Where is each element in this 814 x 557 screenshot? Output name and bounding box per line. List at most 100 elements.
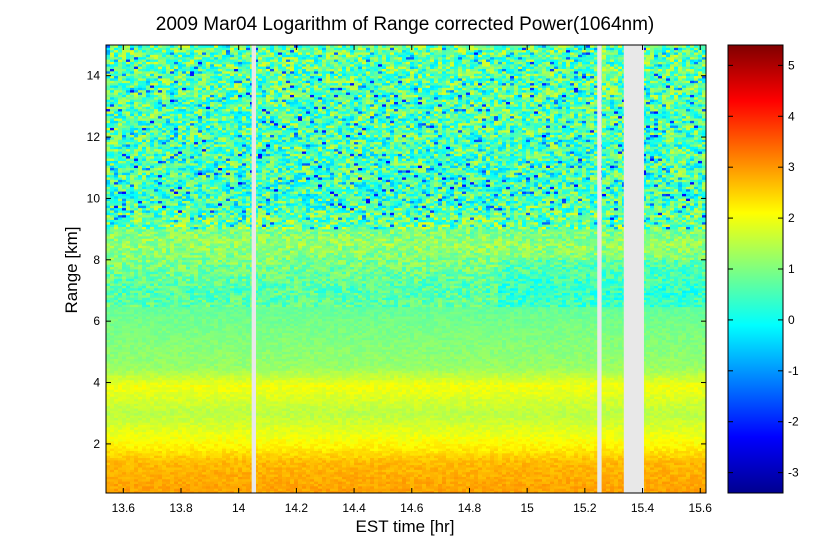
heatmap-cell	[234, 453, 238, 456]
heatmap-cell	[182, 474, 186, 477]
heatmap-cell	[314, 472, 318, 475]
heatmap-cell	[354, 455, 358, 458]
heatmap-cell	[278, 443, 282, 446]
heatmap-cell	[534, 451, 538, 454]
heatmap-cell	[358, 418, 362, 421]
heatmap-cell	[658, 467, 662, 470]
heatmap-cell	[266, 458, 270, 461]
heatmap-cell	[290, 425, 294, 428]
heatmap-cell	[330, 460, 334, 463]
heatmap-cell	[494, 486, 498, 489]
heatmap-cell	[338, 436, 342, 439]
heatmap-cell	[226, 434, 230, 437]
heatmap-cell	[166, 462, 170, 465]
heatmap-cell	[202, 439, 206, 442]
heatmap-cell	[666, 458, 670, 461]
heatmap-cell	[198, 476, 202, 479]
heatmap-cell	[238, 418, 242, 421]
heatmap-cell	[490, 434, 494, 437]
heatmap-cell	[498, 415, 502, 418]
heatmap-cell	[470, 415, 474, 418]
heatmap-cell	[422, 415, 426, 418]
heatmap-cell	[462, 455, 466, 458]
heatmap-cell	[558, 418, 562, 421]
heatmap-cell	[550, 469, 554, 472]
heatmap-cell	[530, 446, 534, 449]
heatmap-cell	[134, 460, 138, 463]
heatmap-cell	[546, 476, 550, 479]
heatmap-cell	[214, 434, 218, 437]
heatmap-cell	[130, 441, 134, 444]
heatmap-cell	[482, 415, 486, 418]
heatmap-cell	[370, 458, 374, 461]
heatmap-cell	[534, 432, 538, 435]
heatmap-cell	[230, 429, 234, 432]
heatmap-cell	[146, 413, 150, 416]
heatmap-cell	[486, 441, 490, 444]
heatmap-cell	[418, 422, 422, 425]
heatmap-cell	[174, 453, 178, 456]
heatmap-cell	[382, 441, 386, 444]
heatmap-cell	[174, 425, 178, 428]
heatmap-cell	[246, 446, 250, 449]
heatmap-cell	[366, 451, 370, 454]
heatmap-cell	[442, 418, 446, 421]
heatmap-cell	[338, 439, 342, 442]
heatmap-cell	[126, 460, 130, 463]
heatmap-cell	[562, 434, 566, 437]
heatmap-cell	[314, 460, 318, 463]
heatmap-cell	[342, 434, 346, 437]
heatmap-cell	[430, 458, 434, 461]
heatmap-cell	[570, 439, 574, 442]
heatmap-cell	[110, 427, 114, 430]
heatmap-cell	[198, 460, 202, 463]
heatmap-cell	[290, 448, 294, 451]
heatmap-cell	[162, 469, 166, 472]
heatmap-cell	[202, 486, 206, 489]
heatmap-cell	[370, 479, 374, 482]
heatmap-cell	[350, 455, 354, 458]
heatmap-cell	[354, 420, 358, 423]
heatmap-cell	[470, 448, 474, 451]
heatmap-cell	[214, 486, 218, 489]
heatmap-cell	[394, 443, 398, 446]
heatmap-cell	[398, 453, 402, 456]
heatmap-cell	[350, 432, 354, 435]
heatmap-cell	[258, 465, 262, 468]
heatmap-cell	[418, 427, 422, 430]
heatmap-cell	[682, 415, 686, 418]
heatmap-cell	[362, 441, 366, 444]
heatmap-cell	[582, 446, 586, 449]
heatmap-cell	[366, 425, 370, 428]
heatmap-cell	[534, 446, 538, 449]
heatmap-cell	[242, 439, 246, 442]
heatmap-cell	[150, 472, 154, 475]
heatmap-cell	[294, 465, 298, 468]
heatmap-cell	[266, 413, 270, 416]
heatmap-cell	[322, 467, 326, 470]
heatmap-cell	[530, 434, 534, 437]
heatmap-cell	[378, 465, 382, 468]
heatmap-cell	[286, 486, 290, 489]
heatmap-cell	[138, 429, 142, 432]
heatmap-cell	[158, 458, 162, 461]
heatmap-cell	[262, 443, 266, 446]
heatmap-cell	[442, 425, 446, 428]
heatmap-cell	[614, 462, 618, 465]
heatmap-cell	[174, 413, 178, 416]
heatmap-cell	[394, 460, 398, 463]
heatmap-cell	[522, 422, 526, 425]
heatmap-cell	[666, 429, 670, 432]
heatmap-cell	[690, 455, 694, 458]
heatmap-cell	[522, 465, 526, 468]
heatmap-cell	[562, 427, 566, 430]
heatmap-cell	[454, 455, 458, 458]
heatmap-cell	[126, 429, 130, 432]
heatmap-cell	[366, 441, 370, 444]
heatmap-cell	[654, 425, 658, 428]
heatmap-cell	[198, 453, 202, 456]
heatmap-cell	[466, 448, 470, 451]
heatmap-cell	[166, 481, 170, 484]
heatmap-cell	[694, 436, 698, 439]
heatmap-cell	[374, 432, 378, 435]
